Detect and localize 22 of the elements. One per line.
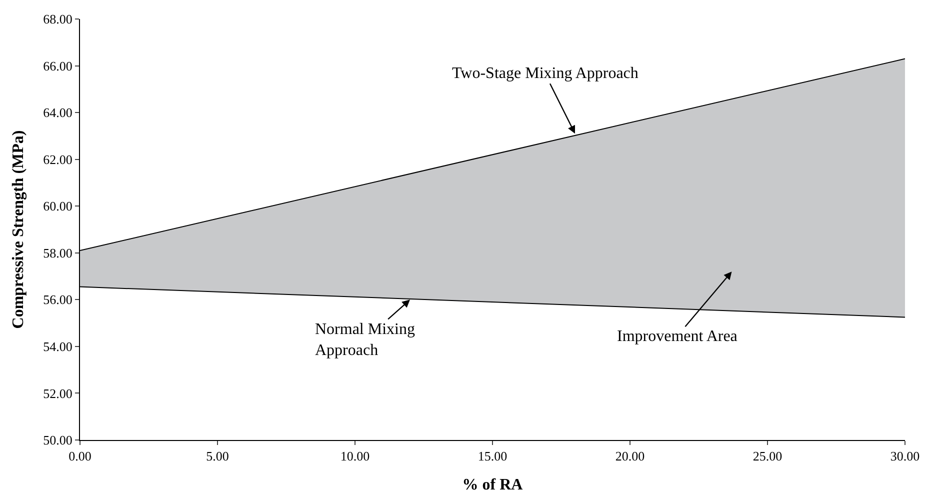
y-tick-label: 56.00 xyxy=(43,292,72,308)
y-tick-label: 66.00 xyxy=(43,58,72,74)
y-axis-title: Compressive Strength (MPa) xyxy=(10,130,28,329)
x-tick-label: 0.00 xyxy=(68,448,92,464)
x-tick-label: 10.00 xyxy=(340,448,370,464)
y-tick-label: 68.00 xyxy=(43,12,72,27)
x-tick-label: 20.00 xyxy=(615,448,645,464)
x-tick-label: 15.00 xyxy=(478,448,508,464)
annotation: Two-Stage Mixing Approach xyxy=(452,65,638,82)
x-tick-label: 25.00 xyxy=(752,448,782,464)
y-tick-label: 60.00 xyxy=(43,198,72,214)
annotation: Improvement Area xyxy=(617,328,738,345)
y-tick-label: 58.00 xyxy=(43,245,72,260)
x-tick-label: 5.00 xyxy=(206,448,229,464)
y-tick-label: 50.00 xyxy=(43,432,72,448)
y-tick-label: 52.00 xyxy=(43,386,72,401)
y-tick-label: 54.00 xyxy=(43,338,72,354)
y-tick-label: 64.00 xyxy=(43,105,72,120)
x-axis-title: % of RA xyxy=(462,476,524,494)
x-tick-label: 30.00 xyxy=(890,448,920,464)
y-tick-label: 62.00 xyxy=(43,152,72,167)
annotation: Normal Mixing Approach xyxy=(315,321,415,359)
